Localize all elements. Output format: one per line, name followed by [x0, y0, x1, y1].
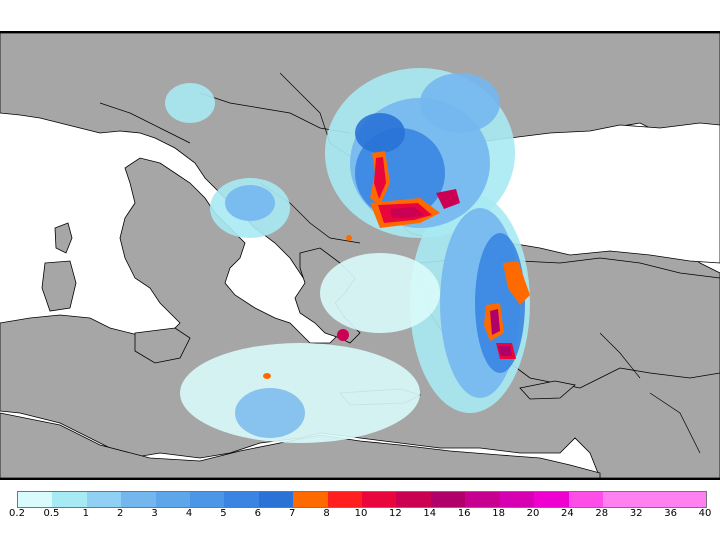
colorbar-swatch [293, 492, 328, 507]
colorbar-tick-label: 12 [389, 508, 402, 519]
colorbar-tick-label: 8 [323, 508, 330, 519]
colorbar-tick-label: 2 [117, 508, 124, 519]
corsica [54, 222, 73, 254]
colorbar-tick-label: 18 [492, 508, 505, 519]
africa-landmass [0, 412, 601, 478]
colorbar-swatch [258, 492, 294, 507]
colorbar-swatch [155, 492, 191, 507]
colorbar-tick-label: 28 [595, 508, 609, 519]
cyprus [519, 380, 576, 400]
colorbar-swatch [327, 492, 363, 507]
colorbar-tick-label: 3 [151, 508, 158, 519]
precipitation-field [165, 68, 530, 443]
colorbar-tick-label: 20 [526, 508, 540, 519]
sicily [134, 327, 191, 364]
colorbar-tick-label: 32 [629, 508, 643, 519]
colorbar-tick-label: 10 [354, 508, 368, 519]
sardinia [41, 260, 77, 312]
map-canvas [0, 33, 720, 478]
colorbar-swatch [637, 492, 672, 507]
colorbar-swatch [190, 492, 225, 507]
colorbar-swatch [362, 492, 397, 507]
precipitation-map [0, 31, 720, 480]
colorbar-swatch [430, 492, 466, 507]
colorbar-swatch [602, 492, 638, 507]
colorbar-tick-label: 5 [220, 508, 227, 519]
colorbar-tick-label: 24 [561, 508, 574, 519]
colorbar-swatch [18, 492, 53, 507]
colorbar-swatch [396, 492, 431, 507]
colorbar-swatch [86, 492, 122, 507]
colorbar-tick-label: 7 [289, 508, 296, 519]
colorbar-swatch [52, 492, 87, 507]
colorbar-swatch [465, 492, 500, 507]
colorbar-swatch [568, 492, 603, 507]
colorbar-tick-label: 0.2 [9, 508, 25, 519]
colorbar-tick-label: 4 [185, 508, 193, 519]
colorbar-swatch [499, 492, 535, 507]
colorbar-tick-label: 0.5 [43, 508, 60, 519]
colorbar-tick-label: 16 [457, 508, 471, 519]
colorbar-swatch [224, 492, 259, 507]
colorbar-swatch [534, 492, 569, 507]
colorbar-tick-label: 36 [664, 508, 677, 519]
colorbar-swatch [121, 492, 156, 507]
colorbar-legend: 0.2 0.5 1 2 3 4 5 6 7 8 10 12 14 16 18 20 24 28 32 36 40 [9, 491, 711, 531]
colorbar-tick-label: 1 [82, 508, 89, 519]
colorbar-tick-label: 40 [698, 508, 712, 519]
colorbar-tick-label: 6 [254, 508, 261, 519]
colorbar-tick-label: 14 [423, 508, 437, 519]
colorbar [17, 491, 707, 508]
colorbar-swatch [671, 492, 707, 507]
